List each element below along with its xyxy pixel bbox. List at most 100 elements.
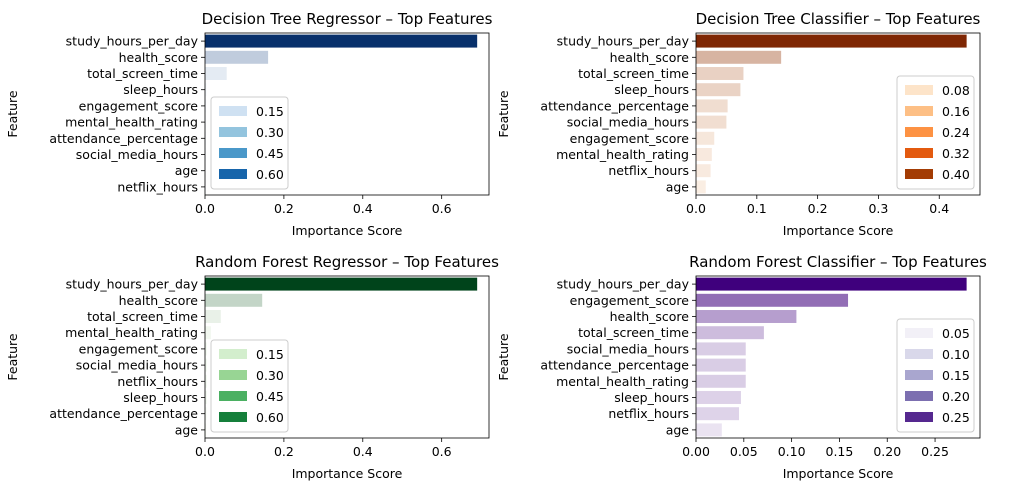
y-axis-label: Feature: [5, 333, 20, 381]
x-tick-label: 0.10: [778, 444, 806, 459]
bar-engagement-score: [696, 293, 849, 307]
bar-attendance-percentage: [696, 358, 746, 372]
legend-box: [896, 75, 975, 190]
y-tick-label: attendance_percentage: [49, 406, 198, 421]
chart-2: Decision Tree Classifier – Top Features s…: [496, 10, 981, 238]
y-tick-label: mental_health_rating: [65, 115, 198, 130]
legend-label: 0.25: [942, 410, 970, 425]
x-axis-label: Importance Score: [292, 223, 403, 238]
x-tick-label: 0.0: [195, 201, 215, 216]
legend: 0.15 0.30 0.45 0.60: [210, 339, 289, 433]
bar-netflix-hours: [696, 164, 711, 178]
legend-label: 0.08: [942, 83, 970, 98]
chart-title: Random Forest Regressor – Top Features: [195, 253, 499, 271]
x-tick-label: 0.0: [195, 444, 215, 459]
bar-engagement-score: [205, 99, 207, 113]
x-axis-label: Importance Score: [783, 466, 894, 481]
legend-label: 0.20: [942, 389, 970, 404]
y-tick-label: netflix_hours: [608, 406, 689, 421]
legend-label: 0.15: [256, 347, 284, 362]
legend-label: 0.10: [942, 347, 970, 362]
legend-label: 0.30: [256, 125, 284, 140]
chart-title: Decision Tree Regressor – Top Features: [202, 10, 493, 28]
legend-box: [210, 96, 289, 190]
y-tick-label: health_score: [119, 293, 199, 308]
legend-label: 0.32: [942, 146, 970, 161]
x-tick-label: 0.05: [730, 444, 758, 459]
bar-mental-health-rating: [696, 374, 746, 388]
y-tick-label: sleep_hours: [614, 82, 689, 97]
legend-swatch: [905, 169, 933, 179]
legend-label: 0.30: [256, 368, 284, 383]
y-tick-label: attendance_percentage: [540, 358, 689, 373]
bar-sleep-hours: [205, 83, 207, 97]
bar-social-media-hours: [696, 115, 727, 129]
y-tick-label: engagement_score: [570, 293, 690, 308]
x-tick-label: 0.6: [432, 201, 452, 216]
bar-mental-health-rating: [205, 326, 211, 340]
x-tick-label: 0.2: [808, 201, 828, 216]
y-axis-label: Feature: [496, 333, 511, 381]
x-tick-label: 0.20: [873, 444, 901, 459]
chart-3: Random Forest Regressor – Top Features st…: [5, 253, 499, 481]
y-tick-label: sleep_hours: [123, 82, 198, 97]
legend-swatch: [905, 370, 933, 380]
bar-mental-health-rating: [696, 148, 712, 161]
y-tick-label: total_screen_time: [578, 66, 689, 81]
bar-health-score: [205, 293, 263, 307]
bar-attendance-percentage: [696, 99, 728, 113]
bar-sleep-hours: [696, 391, 741, 404]
y-tick-label: mental_health_rating: [556, 374, 689, 389]
y-tick-label: total_screen_time: [87, 309, 198, 324]
legend-label: 0.16: [942, 104, 970, 119]
bar-total-screen-time: [696, 67, 744, 80]
chart-title: Random Forest Classifier – Top Features: [689, 253, 987, 271]
legend-swatch: [905, 106, 933, 116]
legend-swatch: [219, 391, 247, 401]
legend-label: 0.15: [256, 104, 284, 119]
axes-frame: [204, 32, 490, 196]
bar-social-media-hours: [696, 342, 746, 356]
bar-engagement-score: [205, 342, 207, 356]
y-tick-label: total_screen_time: [578, 325, 689, 340]
y-tick-label: netflix_hours: [117, 374, 198, 389]
y-tick-label: total_screen_time: [87, 66, 198, 81]
legend: 0.15 0.30 0.45 0.60: [210, 96, 289, 190]
bar-total-screen-time: [205, 67, 227, 80]
axes-frame: [695, 32, 981, 196]
x-axis-label: Importance Score: [783, 223, 894, 238]
legend-label: 0.60: [256, 167, 284, 182]
legend-label: 0.45: [256, 389, 284, 404]
legend-swatch: [219, 370, 247, 380]
legend: 0.05 0.10 0.15 0.20 0.25: [896, 318, 975, 433]
bar-netflix-hours: [205, 374, 207, 388]
legend-swatch: [219, 148, 247, 158]
x-tick-label: 0.6: [432, 444, 452, 459]
y-tick-label: netflix_hours: [608, 163, 689, 178]
legend: 0.08 0.16 0.24 0.32 0.40: [896, 75, 975, 190]
bar-social-media-hours: [205, 358, 207, 372]
x-tick-label: 0.2: [274, 444, 294, 459]
bar-study-hours-per-day: [696, 277, 967, 291]
y-tick-label: attendance_percentage: [540, 98, 689, 113]
legend-swatch: [219, 412, 247, 422]
bar-netflix-hours: [696, 407, 740, 421]
legend-swatch: [905, 391, 933, 401]
legend-box: [210, 339, 289, 433]
bar-age: [205, 423, 207, 437]
bar-attendance-percentage: [205, 407, 207, 421]
x-tick-label: 0.2: [274, 201, 294, 216]
bar-total-screen-time: [205, 310, 221, 323]
x-tick-label: 0.15: [826, 444, 854, 459]
bar-study-hours-per-day: [205, 277, 478, 291]
chart-1: Decision Tree Regressor – Top Featuresst…: [5, 10, 493, 238]
legend-swatch: [219, 349, 247, 359]
bar-health-score: [205, 50, 269, 64]
y-tick-label: age: [666, 422, 690, 437]
y-axis-label: Feature: [5, 90, 20, 138]
legend-label: 0.40: [942, 167, 970, 182]
y-tick-label: age: [666, 179, 690, 194]
x-axis-label: Importance Score: [292, 466, 403, 481]
x-tick-label: 0.3: [868, 201, 888, 216]
